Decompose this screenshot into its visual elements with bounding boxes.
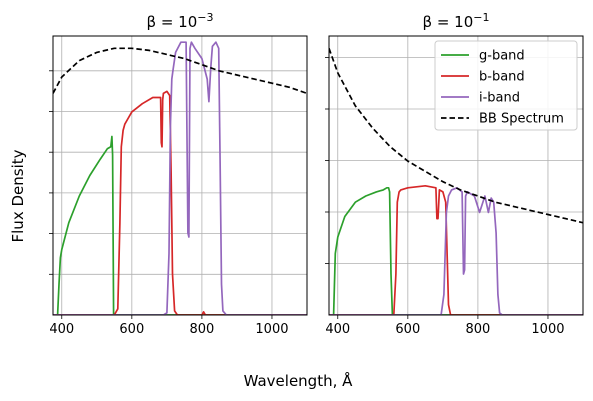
right-xtick-label-800: 800 [465, 322, 490, 337]
left-series-i-band [53, 41, 307, 315]
right-panel-lines [329, 48, 583, 315]
right-panel-title: β = 10−1 [423, 11, 490, 31]
left-series-b-band [53, 90, 307, 315]
left-panel-grid [53, 36, 307, 315]
legend-label-i-band: i-band [479, 91, 520, 106]
x-axis-label: Wavelength, Å [244, 371, 354, 390]
left-xtick-label-800: 800 [189, 322, 214, 337]
left-panel-ticks: 400 600 800 1000 [49, 70, 289, 337]
right-xtick-label-1000: 1000 [531, 322, 564, 337]
left-panel-title: β = 10−3 [147, 11, 214, 31]
legend-box [434, 40, 578, 131]
legend-label-b-band: b-band [479, 70, 525, 85]
legend-label-g-band: g-band [479, 49, 525, 64]
right-series-bb-spectrum [329, 48, 583, 224]
left-panel: 400 600 800 1000 [49, 35, 308, 337]
right-panel-ticks: 400 600 800 1000 [325, 57, 565, 337]
y-axis-label: Flux Density [9, 149, 27, 242]
left-xtick-label-600: 600 [119, 322, 144, 337]
left-panel-frame [52, 35, 308, 316]
left-series-g-band [56, 135, 307, 315]
right-xtick-label-600: 600 [395, 322, 420, 337]
right-series-g-band [332, 186, 583, 315]
legend: g-band b-band i-band BB Spectrum [434, 40, 578, 131]
left-xtick-label-400: 400 [49, 322, 74, 337]
right-xtick-label-400: 400 [325, 322, 350, 337]
right-series-b-band [329, 184, 583, 315]
left-series-bb-spectrum [53, 47, 307, 95]
right-series-i-band [329, 186, 583, 315]
left-xtick-label-1000: 1000 [255, 322, 288, 337]
right-panel-frame [328, 35, 584, 316]
legend-label-bb-spectrum: BB Spectrum [479, 112, 564, 127]
left-panel-lines [53, 41, 307, 315]
